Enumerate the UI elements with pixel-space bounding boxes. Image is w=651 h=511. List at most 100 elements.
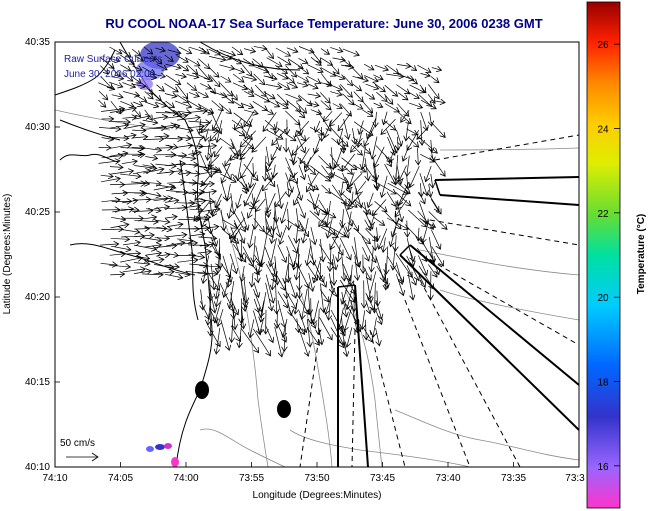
current-vector: [243, 109, 258, 114]
current-vector: [189, 164, 211, 168]
current-vector: [374, 146, 385, 168]
current-vector: [242, 308, 244, 329]
current-vector: [175, 74, 186, 77]
current-vector: [341, 181, 343, 195]
current-vector: [274, 100, 288, 109]
current-vector: [353, 91, 363, 102]
y-axis-ticks: 40:35 40:30 40:25 40:20 40:15 40:10: [25, 37, 60, 473]
current-vector: [230, 147, 242, 160]
current-vector: [143, 169, 164, 174]
current-vector: [233, 219, 244, 243]
current-vector: [365, 300, 370, 313]
current-vector: [320, 100, 331, 110]
current-vector: [188, 152, 201, 154]
current-vector: [230, 299, 238, 314]
current-vector: [365, 157, 368, 181]
current-vector: [237, 193, 242, 208]
current-vector: [156, 84, 165, 92]
current-vector: [188, 92, 199, 96]
current-vector: [215, 193, 222, 208]
current-vector: [219, 173, 236, 182]
current-vector: [260, 318, 264, 334]
current-vector: [132, 130, 146, 131]
current-vector: [100, 244, 119, 245]
current-vector: [193, 139, 201, 156]
current-vector: [241, 182, 247, 193]
current-vector: [234, 118, 242, 130]
current-vector: [430, 155, 445, 177]
current-vector: [109, 58, 120, 61]
current-vector: [110, 65, 120, 77]
current-vector: [120, 108, 137, 111]
current-vector: [287, 219, 303, 231]
current-vector: [165, 116, 187, 119]
current-vector: [342, 263, 350, 280]
current-vector: [430, 76, 439, 83]
current-vector: [265, 217, 271, 232]
current-vector: [302, 289, 308, 319]
current-vector: [131, 154, 145, 156]
current-vector: [342, 254, 345, 281]
current-vector: [372, 199, 387, 215]
current-vector: [375, 299, 382, 319]
current-vector: [417, 64, 431, 72]
current-vector: [133, 263, 150, 265]
current-vector: [232, 67, 244, 73]
y-tick-label: 40:15: [25, 377, 50, 388]
current-vector: [230, 91, 237, 101]
current-vector: [335, 146, 343, 168]
current-vector: [121, 230, 140, 233]
current-vector: [142, 66, 155, 74]
current-vector: [329, 281, 337, 297]
current-vector: [320, 283, 323, 312]
current-vector: [318, 316, 332, 340]
current-vector: [109, 46, 122, 54]
current-vector: [286, 82, 298, 88]
current-vector: [177, 117, 200, 120]
colorbar-tick-label: 16: [597, 462, 609, 473]
current-vector: [274, 202, 276, 223]
current-vector: [240, 130, 256, 147]
current-vector: [419, 173, 427, 195]
current-vector: [296, 83, 308, 86]
current-vector: [110, 137, 129, 138]
current-vector: [131, 76, 141, 84]
current-vector: [154, 136, 169, 137]
current-vector: [351, 219, 358, 231]
current-vector: [286, 246, 294, 266]
current-vector: [310, 227, 315, 245]
current-vector: [418, 227, 419, 241]
current-vector: [430, 121, 445, 137]
current-vector: [199, 244, 214, 246]
current-vector: [318, 308, 319, 335]
current-vector: [359, 120, 364, 135]
current-vector: [111, 145, 131, 149]
current-vector: [329, 298, 331, 320]
current-vector: [155, 164, 177, 166]
current-vector: [330, 163, 334, 177]
current-vector: [298, 164, 305, 180]
current-vector: [398, 92, 408, 100]
current-vector: [418, 255, 427, 276]
current-vector: [176, 243, 197, 245]
current-vector: [351, 144, 362, 155]
current-vector: [120, 258, 142, 263]
y-tick-label: 40:10: [25, 462, 50, 473]
station-marker: [195, 381, 209, 399]
current-vector: [376, 173, 378, 190]
current-vector: [241, 127, 253, 140]
current-vector: [295, 120, 310, 137]
current-vector: [229, 57, 241, 63]
current-vector: [244, 273, 247, 303]
current-vector: [420, 99, 436, 109]
current-vector: [214, 146, 223, 156]
current-vector: [122, 200, 138, 203]
current-vector: [244, 292, 246, 307]
current-vector: [397, 103, 409, 117]
current-vector: [252, 136, 267, 152]
current-vector: [120, 148, 144, 149]
current-vector: [310, 109, 322, 114]
shipping-lanes: [337, 176, 579, 467]
current-vector: [186, 271, 207, 274]
current-vector: [407, 63, 417, 71]
